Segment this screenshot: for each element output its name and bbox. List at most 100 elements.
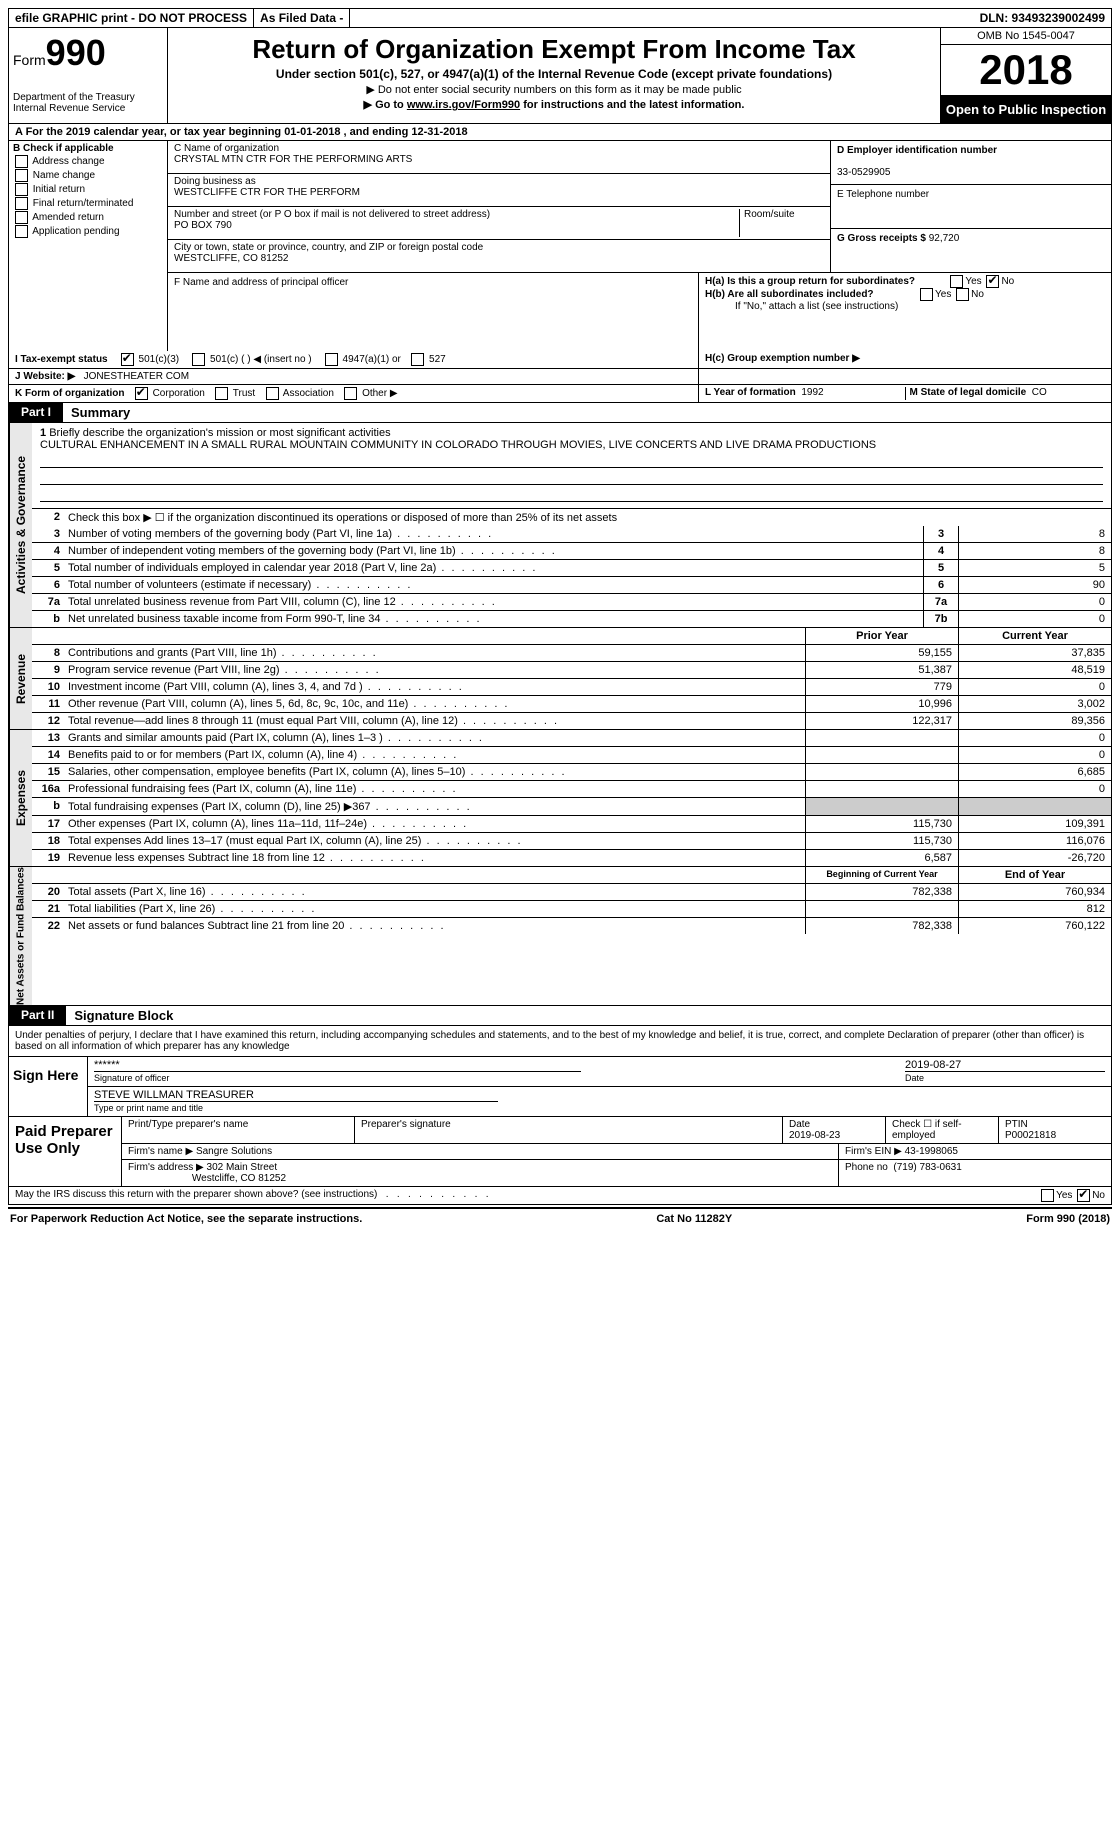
sign-here-label: Sign Here: [9, 1057, 88, 1116]
firm-city: Westcliffe, CO 81252: [192, 1173, 286, 1184]
irs-link[interactable]: www.irs.gov/Form990: [407, 99, 520, 111]
firm-name: Sangre Solutions: [196, 1146, 272, 1157]
ein-value: 33-0529905: [837, 167, 890, 178]
discuss-yes[interactable]: [1041, 1189, 1054, 1202]
footer-mid: Cat No 11282Y: [656, 1213, 732, 1225]
signature-block: Under penalties of perjury, I declare th…: [8, 1026, 1112, 1117]
page-footer: For Paperwork Reduction Act Notice, see …: [8, 1207, 1112, 1229]
fin-line: 12 Total revenue—add lines 8 through 11 …: [32, 713, 1111, 729]
col-header-row: Prior Year Current Year: [32, 628, 1111, 645]
dept-label: Department of the Treasury Internal Reve…: [13, 92, 163, 114]
m-value: CO: [1032, 387, 1047, 398]
gov-line: 3 Number of voting members of the govern…: [32, 526, 1111, 543]
prep-label: Paid Preparer Use Only: [9, 1117, 122, 1186]
cb-initial-return[interactable]: Initial return: [13, 183, 163, 196]
addr-value: PO BOX 790: [174, 220, 232, 231]
fin-line: 20 Total assets (Part X, line 16) 782,33…: [32, 884, 1111, 901]
ha-yes[interactable]: [950, 275, 963, 288]
cb-501c3[interactable]: [121, 353, 134, 366]
ssn-note: ▶ Do not enter social security numbers o…: [176, 83, 932, 96]
cb-amended[interactable]: Amended return: [13, 211, 163, 224]
officer-sig: ******: [94, 1059, 581, 1072]
i-label: I Tax-exempt status: [15, 354, 108, 365]
section-b: B Check if applicable Address change Nam…: [9, 141, 168, 351]
addr-label: Number and street (or P O box if mail is…: [174, 209, 490, 220]
info-grid: B Check if applicable Address change Nam…: [8, 141, 1112, 351]
current-year-hdr: Current Year: [958, 628, 1111, 644]
cb-final-return[interactable]: Final return/terminated: [13, 197, 163, 210]
fin-line: b Total fundraising expenses (Part IX, c…: [32, 798, 1111, 816]
vlabel-exp: Expenses: [9, 730, 32, 866]
header-left: Form990 Department of the Treasury Inter…: [9, 28, 168, 123]
cb-name-change[interactable]: Name change: [13, 169, 163, 182]
net-header-row: Beginning of Current Year End of Year: [32, 867, 1111, 884]
hc-label: H(c) Group exemption number ▶: [705, 353, 860, 364]
fin-line: 16a Professional fundraising fees (Part …: [32, 781, 1111, 798]
fin-line: 9 Program service revenue (Part VIII, li…: [32, 662, 1111, 679]
cb-other[interactable]: [344, 387, 357, 400]
sig-date: 2019-08-27: [905, 1059, 1105, 1072]
part2-tag: Part II: [9, 1006, 66, 1025]
cb-address-change[interactable]: Address change: [13, 155, 163, 168]
inspection-label: Open to Public Inspection: [941, 96, 1111, 123]
section-expenses: Expenses 13 Grants and similar amounts p…: [8, 730, 1112, 867]
b-title: B Check if applicable: [13, 143, 114, 154]
form-title: Return of Organization Exempt From Incom…: [176, 34, 932, 65]
row-klm: K Form of organization Corporation Trust…: [8, 385, 1112, 403]
ha-no[interactable]: [986, 275, 999, 288]
prep-self-emp: Check ☐ if self-employed: [886, 1117, 999, 1143]
fin-line: 10 Investment income (Part VIII, column …: [32, 679, 1111, 696]
mission-label: Briefly describe the organization's miss…: [49, 427, 390, 439]
cb-pending[interactable]: Application pending: [13, 225, 163, 238]
cb-corp[interactable]: [135, 387, 148, 400]
l-value: 1992: [801, 387, 823, 398]
part1-tag: Part I: [9, 403, 63, 422]
boy-hdr: Beginning of Current Year: [805, 867, 958, 883]
officer- -name: STEVE WILLMAN TREASURER: [94, 1089, 498, 1102]
fin-line: 8 Contributions and grants (Part VIII, l…: [32, 645, 1111, 662]
cb-trust[interactable]: [215, 387, 228, 400]
eoy-hdr: End of Year: [958, 867, 1111, 883]
firm-ein: 43-1998065: [905, 1146, 958, 1157]
e-label: E Telephone number: [837, 189, 929, 200]
cb-4947[interactable]: [325, 353, 338, 366]
cb-assoc[interactable]: [266, 387, 279, 400]
cb-501c[interactable]: [192, 353, 205, 366]
cb-527[interactable]: [411, 353, 424, 366]
discuss-row: May the IRS discuss this return with the…: [8, 1187, 1112, 1205]
prep-date-hdr: Date: [789, 1119, 810, 1130]
perjury-text: Under penalties of perjury, I declare th…: [9, 1026, 1111, 1057]
omb-number: OMB No 1545-0047: [941, 28, 1111, 45]
officer-name-label: Type or print name and title: [94, 1103, 203, 1113]
gov-line: 5 Total number of individuals employed i…: [32, 560, 1111, 577]
discuss-text: May the IRS discuss this return with the…: [15, 1189, 377, 1200]
ha-label: H(a) Is this a group return for subordin…: [705, 276, 915, 287]
dba-label: Doing business as: [174, 176, 256, 187]
org-name: CRYSTAL MTN CTR FOR THE PERFORMING ARTS: [174, 154, 412, 165]
ptin-val: P00021818: [1005, 1130, 1056, 1141]
section-governance: Activities & Governance 1 Briefly descri…: [8, 423, 1112, 628]
part1-header: Part I Summary: [8, 403, 1112, 423]
section-de: D Employer identification number 33-0529…: [830, 141, 1111, 272]
discuss-no[interactable]: [1077, 1189, 1090, 1202]
hb-yes[interactable]: [920, 288, 933, 301]
asfiled-label: As Filed Data -: [254, 9, 350, 27]
dln-label: DLN: 93493239002499: [974, 9, 1111, 27]
g-label: G Gross receipts $: [837, 233, 926, 244]
section-revenue: Revenue Prior Year Current Year 8 Contri…: [8, 628, 1112, 730]
efile-label: efile GRAPHIC print - DO NOT PROCESS: [9, 9, 254, 27]
gov-line: 7a Total unrelated business revenue from…: [32, 594, 1111, 611]
prior-year-hdr: Prior Year: [805, 628, 958, 644]
sig-of-label: Signature of officer: [94, 1073, 169, 1083]
room-label: Room/suite: [744, 209, 795, 220]
firm-addr-label: Firm's address ▶: [128, 1162, 204, 1173]
fin-line: 21 Total liabilities (Part X, line 26) 8…: [32, 901, 1111, 918]
form-label: Form: [13, 52, 46, 68]
firm-addr: 302 Main Street: [207, 1162, 278, 1173]
form-header: Form990 Department of the Treasury Inter…: [8, 28, 1112, 124]
prep-name-hdr: Print/Type preparer's name: [122, 1117, 355, 1143]
section-c: C Name of organization CRYSTAL MTN CTR F…: [168, 141, 830, 272]
k-label: K Form of organization: [15, 388, 124, 399]
hb-no[interactable]: [956, 288, 969, 301]
vlabel-rev: Revenue: [9, 628, 32, 729]
